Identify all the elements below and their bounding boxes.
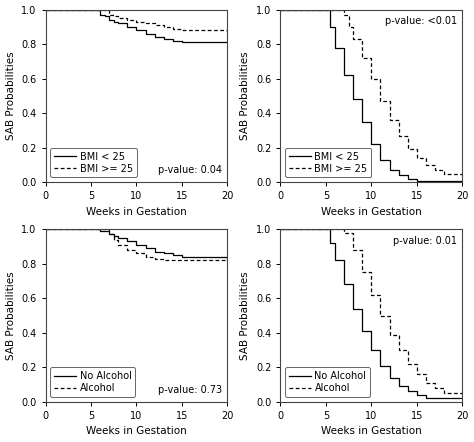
Legend: BMI < 25, BMI >= 25: BMI < 25, BMI >= 25 <box>50 148 137 177</box>
X-axis label: Weeks in Gestation: Weeks in Gestation <box>321 207 422 217</box>
Y-axis label: SAB Probabilities: SAB Probabilities <box>240 271 250 360</box>
Legend: No Alcohol, Alcohol: No Alcohol, Alcohol <box>285 367 370 397</box>
Legend: No Alcohol, Alcohol: No Alcohol, Alcohol <box>50 367 135 397</box>
Y-axis label: SAB Probabilities: SAB Probabilities <box>240 52 250 140</box>
Legend: BMI < 25, BMI >= 25: BMI < 25, BMI >= 25 <box>285 148 372 177</box>
Text: p-value: <0.01: p-value: <0.01 <box>385 16 457 27</box>
Y-axis label: SAB Probabilities: SAB Probabilities <box>6 271 16 360</box>
Text: p-value: 0.73: p-value: 0.73 <box>158 385 222 395</box>
Text: p-value: 0.01: p-value: 0.01 <box>393 236 457 246</box>
Y-axis label: SAB Probabilities: SAB Probabilities <box>6 52 16 140</box>
X-axis label: Weeks in Gestation: Weeks in Gestation <box>86 427 187 436</box>
X-axis label: Weeks in Gestation: Weeks in Gestation <box>321 427 422 436</box>
X-axis label: Weeks in Gestation: Weeks in Gestation <box>86 207 187 217</box>
Text: p-value: 0.04: p-value: 0.04 <box>158 165 222 175</box>
